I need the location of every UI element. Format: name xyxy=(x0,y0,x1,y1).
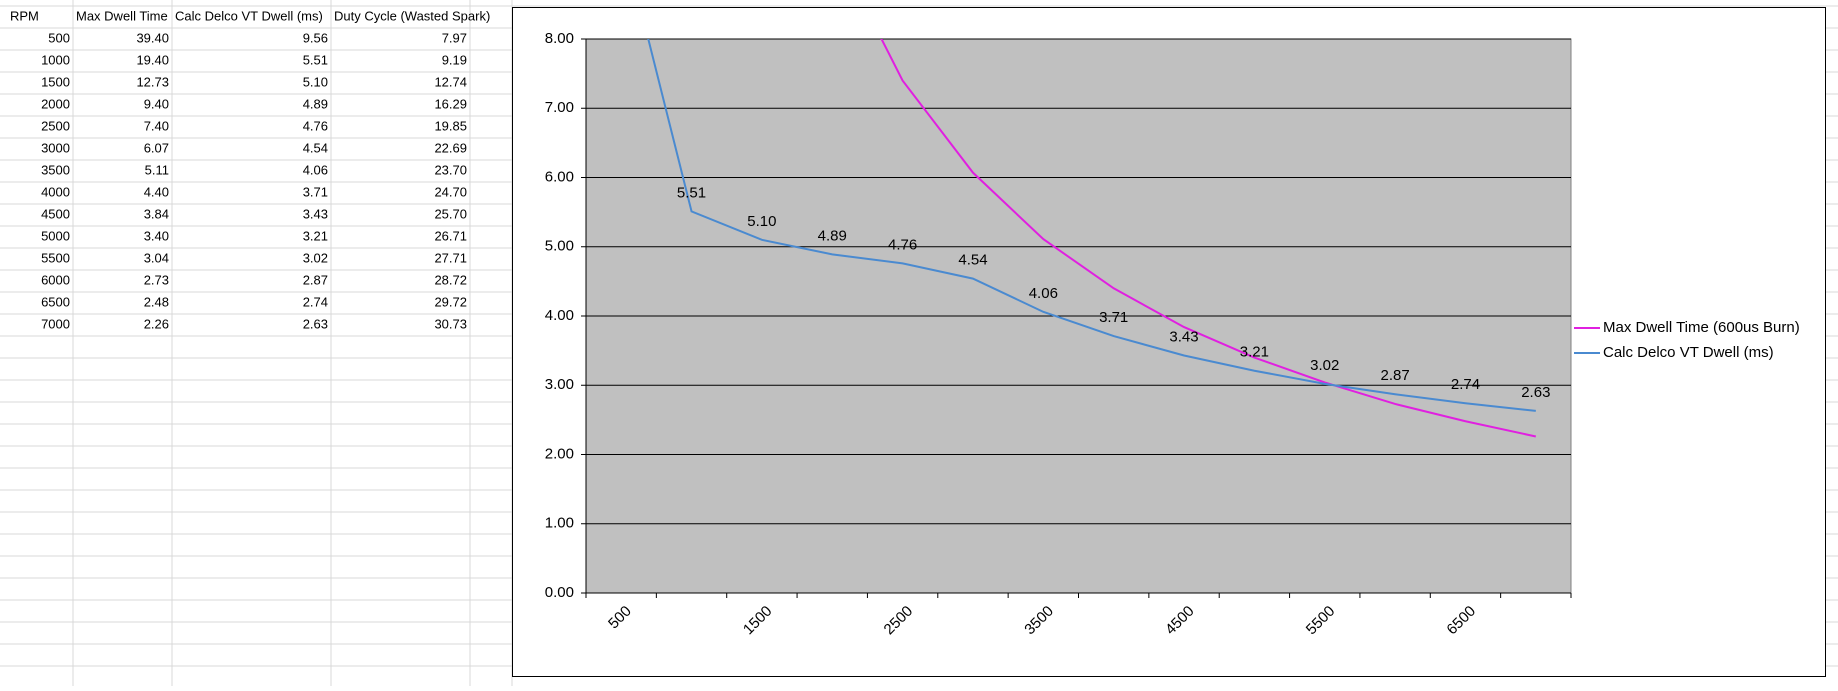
cell[interactable]: 22.69 xyxy=(434,140,467,155)
cell[interactable]: 7000 xyxy=(41,316,70,331)
cell[interactable]: 3500 xyxy=(41,162,70,177)
y-tick-label: 2.00 xyxy=(545,445,574,462)
legend-label: Calc Delco VT Dwell (ms) xyxy=(1603,344,1774,361)
cell[interactable]: 6.07 xyxy=(144,140,169,155)
cell[interactable]: 4.54 xyxy=(303,140,328,155)
data-label: 2.87 xyxy=(1381,367,1410,384)
cell[interactable]: 5.10 xyxy=(303,74,328,89)
cell[interactable]: 27.71 xyxy=(434,250,467,265)
cell[interactable]: 5000 xyxy=(41,228,70,243)
data-label: 4.54 xyxy=(958,252,987,269)
cell[interactable]: 4000 xyxy=(41,184,70,199)
y-tick-label: 5.00 xyxy=(545,238,574,255)
cell[interactable]: 1500 xyxy=(41,74,70,89)
cell[interactable]: 1000 xyxy=(41,52,70,67)
data-label: 3.43 xyxy=(1169,328,1198,345)
y-tick-label: 0.00 xyxy=(545,584,574,601)
cell[interactable]: 9.40 xyxy=(144,96,169,111)
cell[interactable]: 7.40 xyxy=(144,118,169,133)
cell[interactable]: 28.72 xyxy=(434,272,467,287)
cell[interactable]: 3.84 xyxy=(144,206,169,221)
cell[interactable]: 3.40 xyxy=(144,228,169,243)
cell[interactable]: 4.40 xyxy=(144,184,169,199)
data-label: 4.89 xyxy=(818,227,847,244)
cell[interactable]: 5.51 xyxy=(303,52,328,67)
data-label: 2.63 xyxy=(1521,384,1550,401)
cell[interactable]: 2000 xyxy=(41,96,70,111)
cell[interactable]: 3.71 xyxy=(303,184,328,199)
cell[interactable]: 6000 xyxy=(41,272,70,287)
cell[interactable]: 2.74 xyxy=(303,294,328,309)
cell[interactable]: 2.87 xyxy=(303,272,328,287)
header-cell[interactable]: Max Dwell Time xyxy=(76,8,168,23)
cell[interactable]: 24.70 xyxy=(434,184,467,199)
series-line xyxy=(880,39,1537,438)
data-label: 4.76 xyxy=(888,236,917,253)
cell[interactable]: 25.70 xyxy=(434,206,467,221)
cell[interactable]: 4500 xyxy=(41,206,70,221)
cell[interactable]: 30.73 xyxy=(434,316,467,331)
legend-label: Max Dwell Time (600us Burn) xyxy=(1603,319,1800,336)
y-tick-label: 1.00 xyxy=(545,515,574,532)
cell[interactable]: 4.06 xyxy=(303,162,328,177)
y-tick-label: 7.00 xyxy=(545,99,574,116)
cell[interactable]: 3.21 xyxy=(303,228,328,243)
header-cell[interactable]: RPM xyxy=(10,8,39,23)
y-tick-label: 4.00 xyxy=(545,307,574,324)
series-line xyxy=(647,39,1536,412)
cell[interactable]: 23.70 xyxy=(434,162,467,177)
cell[interactable]: 2.73 xyxy=(144,272,169,287)
cell[interactable]: 29.72 xyxy=(434,294,467,309)
cell[interactable]: 9.19 xyxy=(442,52,467,67)
cell[interactable]: 3.04 xyxy=(144,250,169,265)
cell[interactable]: 2.26 xyxy=(144,316,169,331)
cell[interactable]: 3000 xyxy=(41,140,70,155)
cell[interactable]: 2500 xyxy=(41,118,70,133)
header-cell[interactable]: Duty Cycle (Wasted Spark) xyxy=(334,8,490,23)
cell[interactable]: 6500 xyxy=(41,294,70,309)
data-label: 4.06 xyxy=(1029,285,1058,302)
data-label: 3.71 xyxy=(1099,309,1128,326)
data-label: 3.02 xyxy=(1310,357,1339,374)
cell[interactable]: 2.63 xyxy=(303,316,328,331)
cell[interactable]: 9.56 xyxy=(303,30,328,45)
cell[interactable]: 2.48 xyxy=(144,294,169,309)
data-label: 2.74 xyxy=(1451,376,1480,393)
cell[interactable]: 5.11 xyxy=(145,162,169,177)
cell[interactable]: 3.02 xyxy=(303,250,328,265)
cell[interactable]: 7.97 xyxy=(442,30,467,45)
y-tick-label: 3.00 xyxy=(545,376,574,393)
cell[interactable]: 5500 xyxy=(41,250,70,265)
cell[interactable]: 19.85 xyxy=(434,118,467,133)
cell[interactable]: 3.43 xyxy=(303,206,328,221)
cell[interactable]: 4.76 xyxy=(303,118,328,133)
data-label: 5.10 xyxy=(747,213,776,230)
cell[interactable]: 39.40 xyxy=(136,30,169,45)
cell[interactable]: 12.73 xyxy=(136,74,169,89)
y-tick-label: 8.00 xyxy=(545,30,574,47)
data-label: 3.21 xyxy=(1240,344,1269,361)
cell[interactable]: 16.29 xyxy=(434,96,467,111)
cell[interactable]: 500 xyxy=(48,30,70,45)
cell[interactable]: 4.89 xyxy=(303,96,328,111)
cell[interactable]: 26.71 xyxy=(434,228,467,243)
y-tick-label: 6.00 xyxy=(545,168,574,185)
header-cell[interactable]: Calc Delco VT Dwell (ms) xyxy=(175,8,323,23)
data-label: 5.51 xyxy=(677,184,706,201)
cell[interactable]: 12.74 xyxy=(434,74,467,89)
cell[interactable]: 19.40 xyxy=(136,52,169,67)
